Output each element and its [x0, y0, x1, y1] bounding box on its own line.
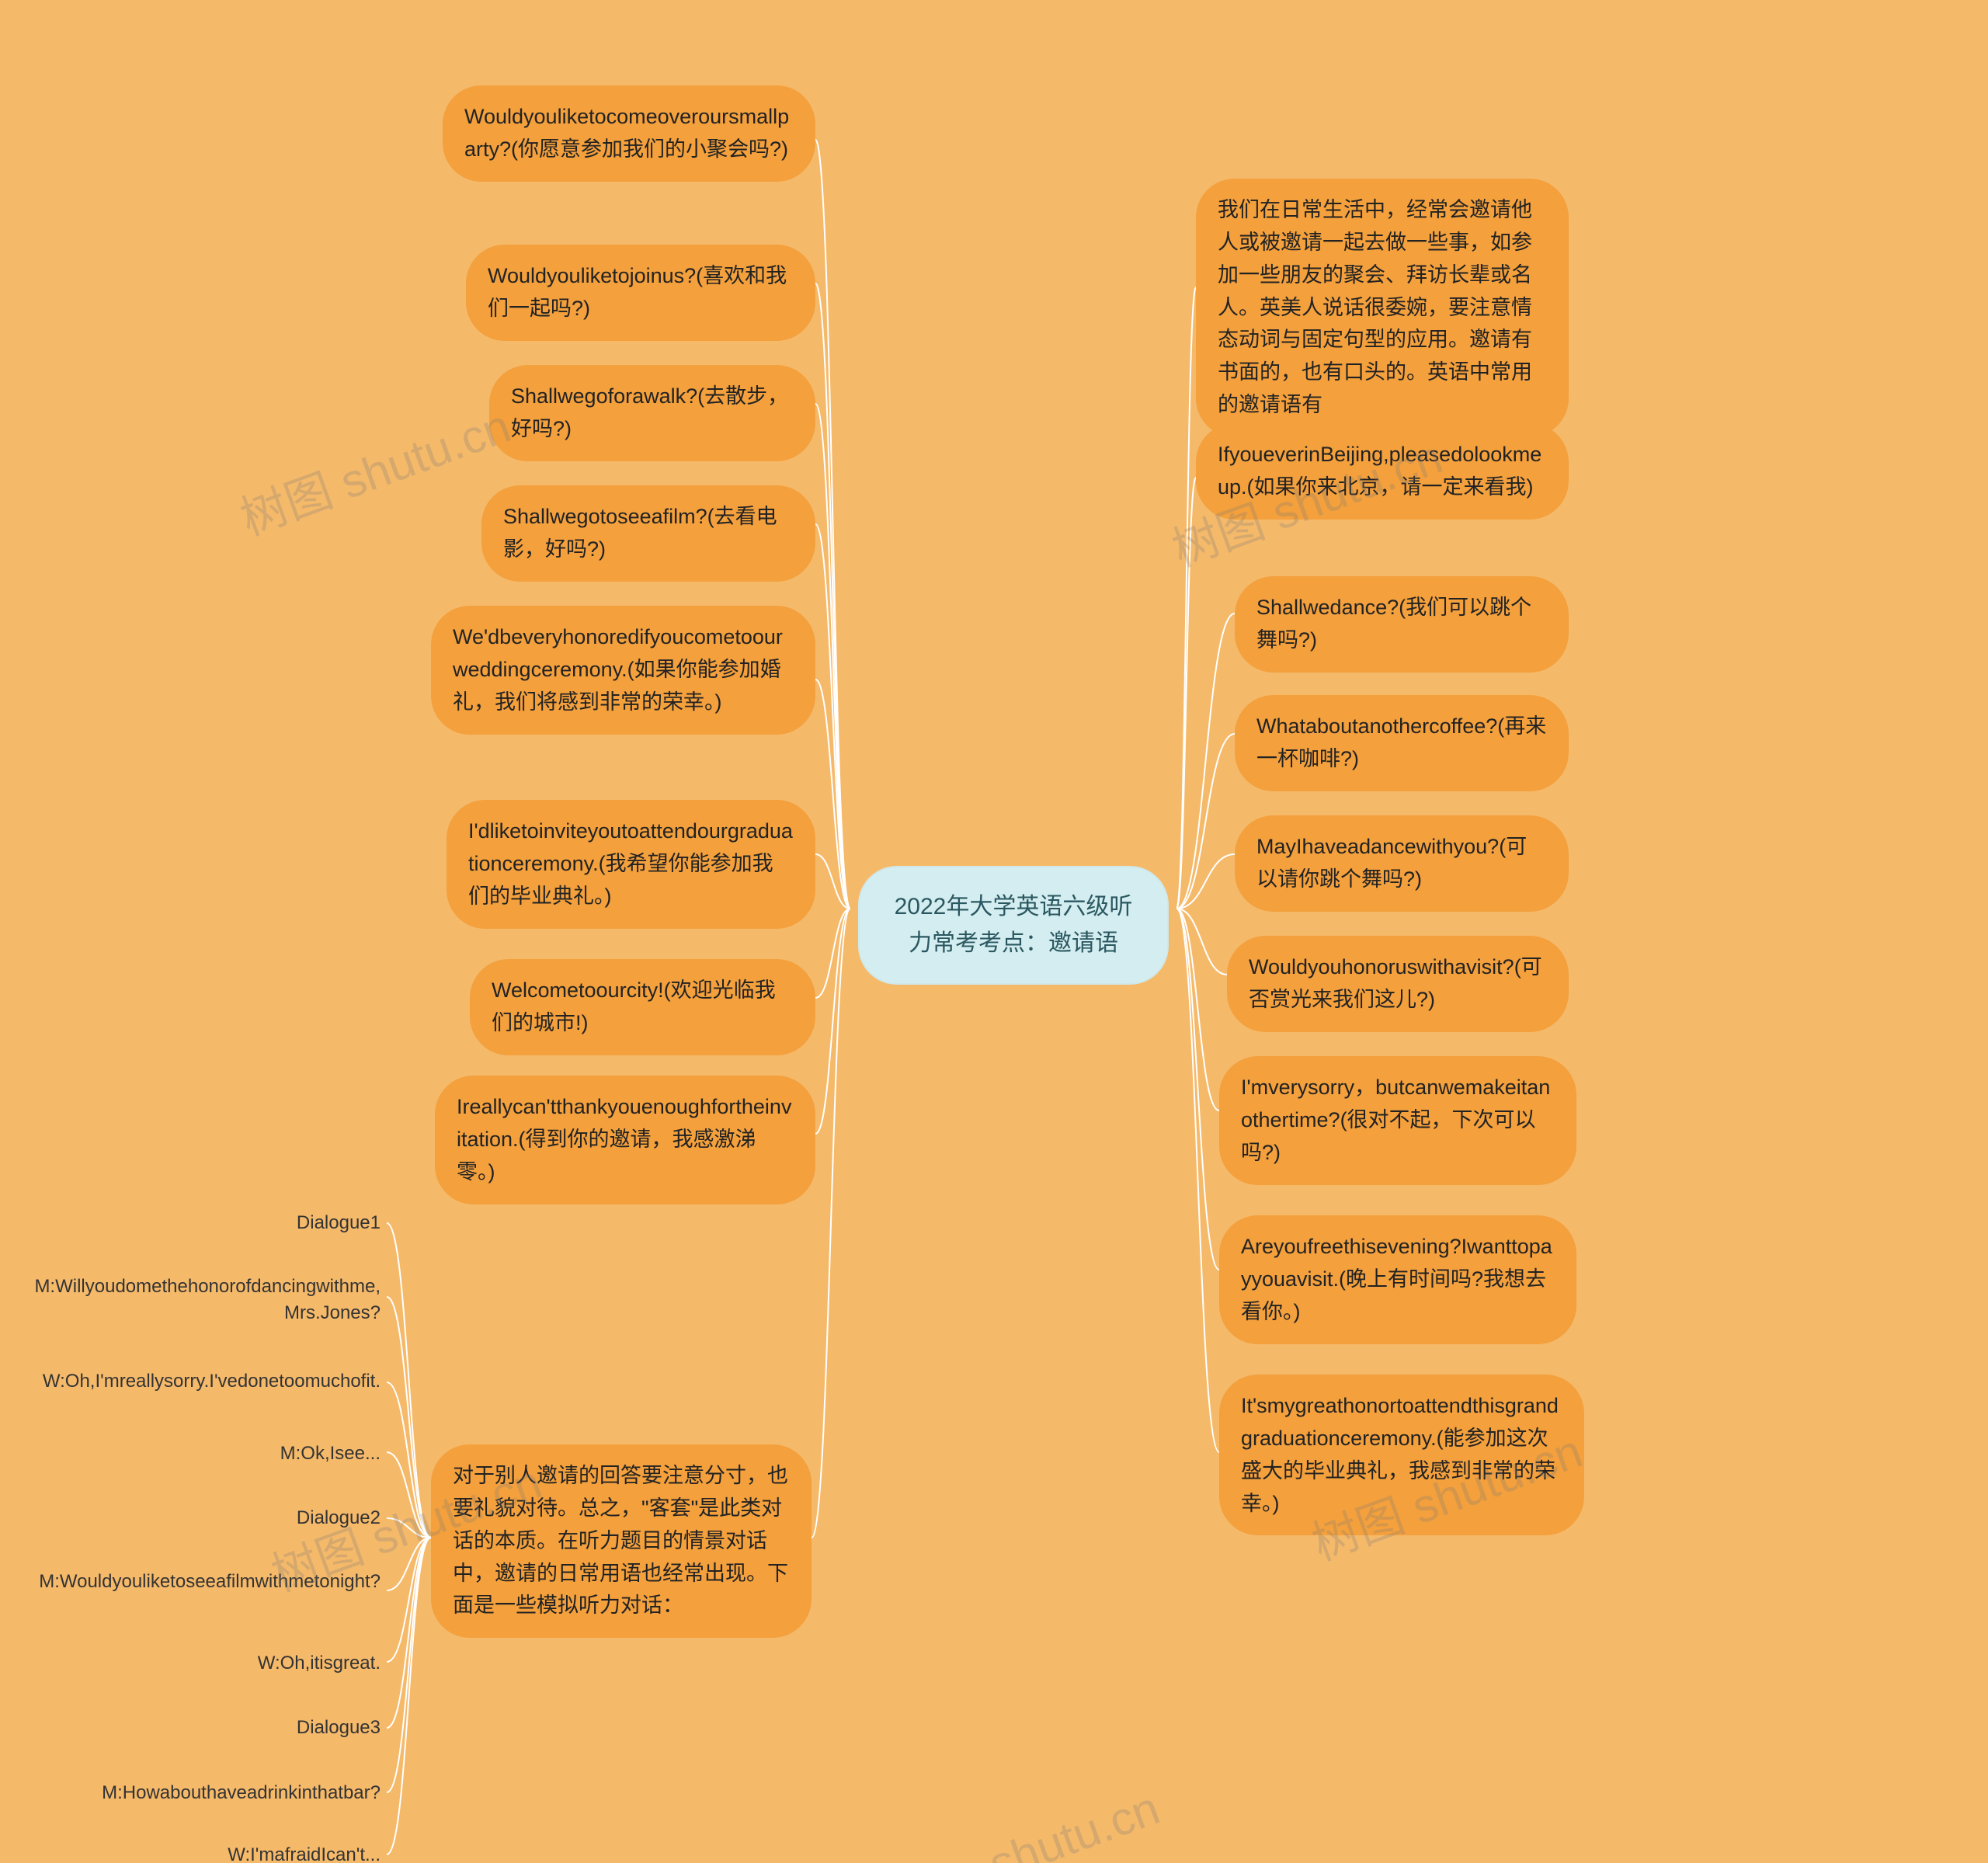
sub-leaf-8: Dialogue3: [194, 1715, 381, 1741]
left-node-1: Wouldyouliketocomeoveroursmallparty?(你愿意…: [443, 85, 815, 182]
right-node-8: Areyoufreethisevening?Iwanttopayyouavisi…: [1219, 1215, 1576, 1344]
left-node-5: We'dbeveryhonoredifyoucometoourweddingce…: [431, 606, 815, 735]
right-node-3: Shallwedance?(我们可以跳个舞吗?): [1235, 576, 1569, 673]
right-node-7: I'mverysorry，butcanwemakeitanothertime?(…: [1219, 1056, 1576, 1185]
watermark: 树图 shutu.cn: [230, 388, 518, 548]
center-node: 2022年大学英语六级听力常考考点：邀请语: [858, 866, 1169, 985]
sub-leaf-3: W:Oh,I'mreallysorry.I'vedonetoomuchofit.: [31, 1368, 381, 1395]
sub-leaf-9: M:Howabouthaveadrinkinthatbar?: [78, 1780, 381, 1806]
sub-leaf-5: Dialogue2: [194, 1505, 381, 1531]
right-node-4: Whataboutanothercoffee?(再来一杯咖啡?): [1235, 695, 1569, 791]
left-node-4: Shallwegotoseeafilm?(去看电影，好吗?): [481, 485, 815, 582]
left-node-6: I'dliketoinviteyoutoattendourgraduationc…: [447, 800, 815, 929]
right-node-9: It'smygreathonortoattendthisgrandgraduat…: [1219, 1375, 1584, 1535]
sub-leaf-10: W:I'mafraidIcan't...: [182, 1842, 381, 1863]
sub-leaf-6: M:Wouldyouliketoseeafilmwithmetonight?: [19, 1569, 381, 1595]
left-node-3: Shallwegoforawalk?(去散步，好吗?): [489, 365, 815, 461]
sub-leaf-2: M:Willyoudomethehonorofdancingwithme,Mrs…: [22, 1274, 381, 1326]
sub-leaf-1: Dialogue1: [194, 1210, 381, 1236]
left-node-7: Welcometoourcity!(欢迎光临我们的城市!): [470, 959, 815, 1055]
right-node-2: IfyoueverinBeijing,pleasedolookmeup.(如果你…: [1196, 423, 1569, 520]
left-node-8: Ireallycan'tthankyouenoughfortheinvitati…: [435, 1076, 815, 1204]
right-node-6: Wouldyouhonoruswithavisit?(可否赏光来我们这儿?): [1227, 936, 1569, 1032]
sub-leaf-4: M:Ok,Isee...: [241, 1441, 381, 1467]
watermark: shutu.cn: [982, 1781, 1166, 1863]
sub-leaf-7: W:Oh,itisgreat.: [221, 1650, 381, 1677]
right-node-5: MayIhaveadancewithyou?(可以请你跳个舞吗?): [1235, 815, 1569, 912]
left-node-2: Wouldyouliketojoinus?(喜欢和我们一起吗?): [466, 245, 815, 341]
left-node-9: 对于别人邀请的回答要注意分寸，也要礼貌对待。总之，"客套"是此类对话的本质。在听…: [431, 1444, 812, 1638]
right-node-1: 我们在日常生活中，经常会邀请他人或被邀请一起去做一些事，如参加一些朋友的聚会、拜…: [1196, 179, 1569, 437]
